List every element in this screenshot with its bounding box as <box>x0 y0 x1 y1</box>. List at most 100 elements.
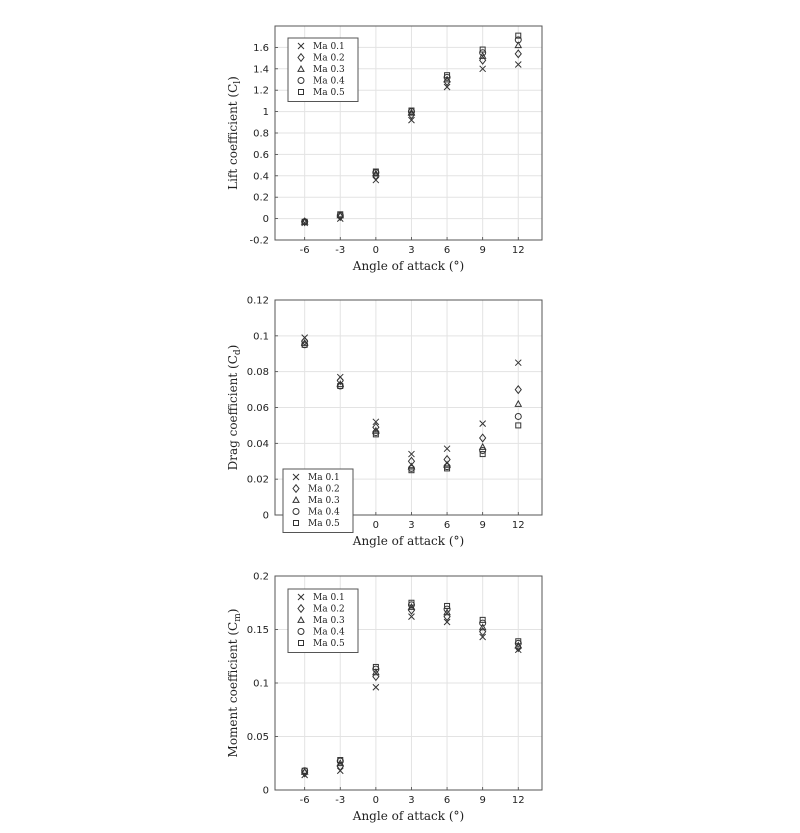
y-tick-label: 0.06 <box>247 403 269 414</box>
series-ma-0-5 <box>301 599 522 774</box>
x-tick-label: 6 <box>444 520 450 531</box>
x-axis-label: Angle of attack (°) <box>352 259 464 273</box>
data-point <box>372 426 380 434</box>
y-tick-label: 0.1 <box>253 331 269 342</box>
legend-marker <box>292 473 300 481</box>
data-point <box>372 418 380 426</box>
legend-label: Ma 0.3 <box>313 65 345 75</box>
x-tick-label: 12 <box>512 520 525 531</box>
data-point <box>337 383 344 389</box>
data-point <box>407 462 416 470</box>
y-tick-label: 0 <box>263 786 269 797</box>
legend-label: Ma 0.1 <box>313 593 345 603</box>
x-tick-label: 0 <box>373 795 379 806</box>
data-point <box>515 638 522 645</box>
x-tick-label: 3 <box>408 520 414 531</box>
x-tick-label: 6 <box>444 245 450 256</box>
y-tick-label: 0.04 <box>247 439 269 450</box>
y-axis-label: Lift coefficient (Cl) <box>226 76 243 190</box>
data-point <box>408 467 415 474</box>
data-point <box>336 211 345 219</box>
y-tick-label: -0.2 <box>249 236 269 247</box>
data-point <box>514 399 523 407</box>
legend-box <box>282 468 354 533</box>
legend-marker <box>298 89 304 95</box>
y-axis-label: Moment coefficient (Cm) <box>226 609 243 758</box>
data-point <box>479 433 487 443</box>
data-point <box>514 641 523 649</box>
data-point <box>443 445 451 453</box>
data-point <box>479 65 487 73</box>
data-point <box>408 107 415 114</box>
legend-label: Ma 0.4 <box>313 628 345 638</box>
data-point <box>407 603 416 610</box>
legend-label: Ma 0.5 <box>308 519 340 529</box>
x-tick-label: 3 <box>408 245 414 256</box>
data-point <box>478 442 487 450</box>
y-tick-label: 0.8 <box>253 129 269 140</box>
series-ma-0-3 <box>300 338 523 470</box>
y-tick-label: 0.12 <box>247 296 269 307</box>
data-point <box>515 422 522 429</box>
data-point <box>443 605 451 613</box>
y-tick-label: 0.1 <box>253 679 269 690</box>
y-tick-label: 1 <box>263 107 269 118</box>
data-point <box>372 683 380 691</box>
legend-label: Ma 0.5 <box>313 88 345 98</box>
series-ma-0-5 <box>301 32 522 225</box>
y-tick-label: 0.02 <box>247 475 269 486</box>
chart-panel-1: -6 -3 0 3 6 9 12 -0.2 0 0.2 0.4 0.6 0.8 1 1.2 1.4 1.6 Ang… <box>226 25 543 273</box>
y-tick-label: 1.4 <box>253 64 269 75</box>
x-tick-label: -3 <box>335 795 345 806</box>
legend-label: Ma 0.2 <box>308 485 340 495</box>
data-point <box>372 431 379 438</box>
legend-marker <box>297 42 305 50</box>
data-point <box>444 72 451 79</box>
x-tick-label: 12 <box>512 245 525 256</box>
legend-label: Ma 0.5 <box>313 639 345 649</box>
legend-marker <box>297 615 305 623</box>
y-tick-label: 0.08 <box>247 367 269 378</box>
data-point <box>301 218 308 225</box>
y-tick-label: 0 <box>263 511 269 522</box>
plot-frame <box>274 25 543 241</box>
data-point <box>479 616 486 623</box>
y-tick-label: 0.2 <box>253 193 269 204</box>
data-point <box>372 663 379 670</box>
data-point <box>479 633 487 641</box>
data-point <box>443 612 451 622</box>
data-point <box>514 41 523 49</box>
x-tick-label: 9 <box>479 795 485 806</box>
x-tick-label: 3 <box>408 795 414 806</box>
legend-marker <box>292 483 300 494</box>
data-point <box>514 359 522 367</box>
legend-marker <box>297 64 305 72</box>
legend-marker <box>297 593 305 601</box>
data-point <box>372 671 380 682</box>
legend-marker <box>292 508 300 515</box>
x-tick-label: -6 <box>300 795 310 806</box>
y-axis-label: Drag coefficient (Cd) <box>226 345 243 471</box>
x-tick-label: 0 <box>373 245 379 256</box>
legend-box <box>287 37 359 102</box>
data-point <box>443 75 451 83</box>
legend-label: Ma 0.1 <box>313 42 345 52</box>
x-tick-label: 9 <box>479 520 485 531</box>
legend-label: Ma 0.3 <box>308 496 340 506</box>
plot-frame <box>274 575 543 791</box>
legend-marker <box>298 640 304 646</box>
legend-marker <box>292 495 300 503</box>
y-tick-label: 0.6 <box>253 150 269 161</box>
y-tick-label: 0.2 <box>253 572 269 583</box>
legend-marker <box>297 603 305 614</box>
data-point <box>443 83 451 91</box>
data-point <box>408 613 415 621</box>
legend-label: Ma 0.2 <box>313 605 345 615</box>
data-point <box>301 341 308 348</box>
data-point <box>479 49 487 57</box>
plot-frame <box>274 299 543 516</box>
x-tick-label: -3 <box>335 245 345 256</box>
data-point <box>479 619 487 627</box>
data-point <box>515 32 522 39</box>
